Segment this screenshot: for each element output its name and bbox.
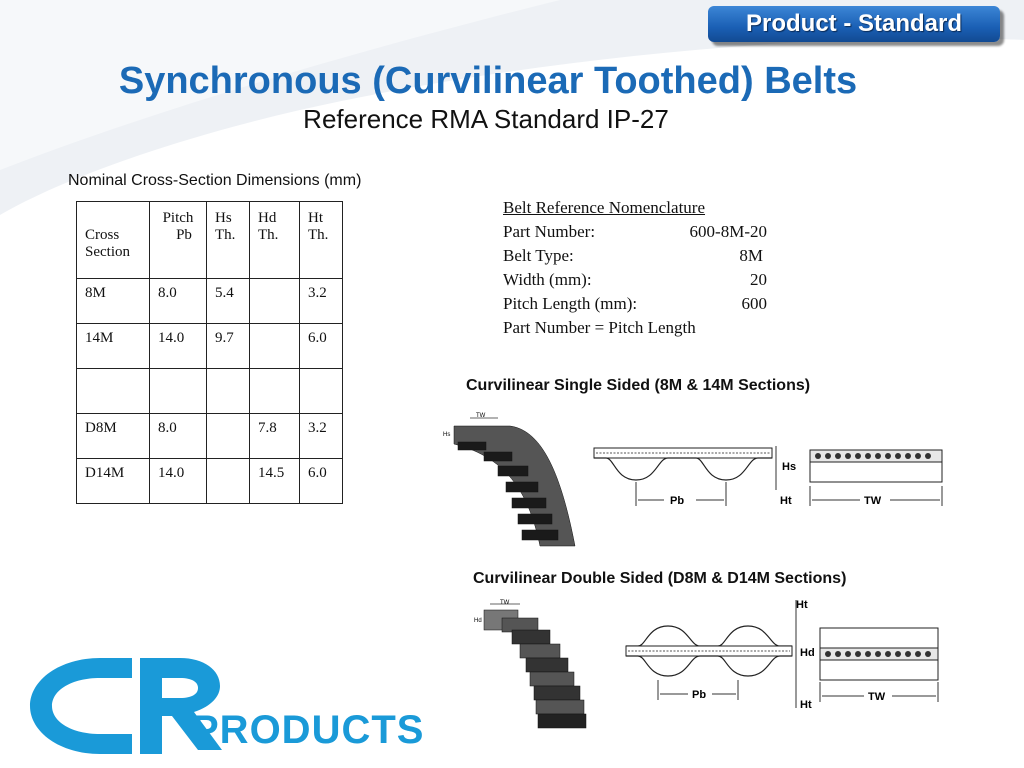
pb-label-double: Pb (692, 689, 706, 701)
table-row (76, 368, 343, 414)
ht-dimension-label: Ht (780, 495, 792, 507)
double-sided-belt-width: TW (819, 627, 939, 703)
header-ht: Ht Th. (299, 201, 343, 279)
hd-label-double: Hd (474, 618, 482, 624)
nomenclature-row: Width (mm): 20 (503, 270, 767, 289)
table-caption: Nominal Cross-Section Dimensions (mm) (68, 172, 362, 189)
table-header-row: Cross Section Pitch Pb Hs Th. Hd Th. Ht Th. (76, 201, 343, 279)
single-sided-belt-curve: TW Hs (443, 413, 576, 547)
nomenclature-heading: Belt Reference Nomenclature (503, 198, 706, 217)
single-sided-belt-width: TW (809, 449, 943, 507)
ht-top-label: Ht (796, 599, 808, 611)
tw-label: TW (476, 413, 486, 419)
page-title: Synchronous (Curvilinear Toothed) Belts (118, 60, 858, 102)
tw-dimension-label: TW (864, 495, 882, 507)
table-row: 8M 8.0 5.4 3.2 (76, 278, 343, 324)
header-hs: Hs Th. (206, 201, 250, 279)
header-hd: Hd Th. (249, 201, 300, 279)
pb-label: Pb (670, 495, 684, 507)
table-row: D14M 14.0 14.5 6.0 (76, 458, 343, 504)
double-sided-belt-profile: Ht Hd Ht Pb (625, 599, 815, 711)
header-cross-section: Cross Section (76, 201, 150, 279)
double-sided-caption: Curvilinear Double Sided (D8M & D14M Sec… (473, 570, 847, 587)
table-row: D8M 8.0 7.8 3.2 (76, 413, 343, 459)
cr-products-logo (30, 658, 222, 754)
single-sided-belt-profile: Pb Hs Ht (593, 446, 796, 507)
table-row: 14M 14.0 9.7 6.0 (76, 323, 343, 369)
nomenclature-row: Belt Type: 8M (503, 246, 763, 265)
tw-label-double: TW (500, 600, 510, 606)
product-standard-badge: Product - Standard (708, 6, 1000, 42)
hd-dimension-label: Hd (800, 647, 815, 659)
double-sided-belt-curve: TW Hd (474, 600, 587, 729)
nomenclature-row: Pitch Length (mm): 600 (503, 294, 767, 313)
nomenclature-formula: Part Number = Pitch Length (503, 318, 696, 337)
header-pitch: Pitch Pb (149, 201, 207, 279)
nomenclature-row: Part Number: 600-8M-20 (503, 222, 767, 241)
hs-label: Hs (443, 432, 450, 438)
logo-products-text: PRODUCTS (192, 708, 425, 752)
ht-bottom-label: Ht (800, 699, 812, 711)
tw-dimension-label-double: TW (868, 691, 886, 703)
hs-dimension-label: Hs (782, 461, 796, 473)
single-sided-caption: Curvilinear Single Sided (8M & 14M Secti… (466, 377, 811, 394)
belt-nomenclature: Belt Reference Nomenclature Part Number:… (503, 196, 767, 340)
page-subtitle: Reference RMA Standard IP-27 (303, 104, 669, 134)
dimensions-table: Cross Section Pitch Pb Hs Th. Hd Th. Ht Th. 8… (76, 201, 343, 504)
